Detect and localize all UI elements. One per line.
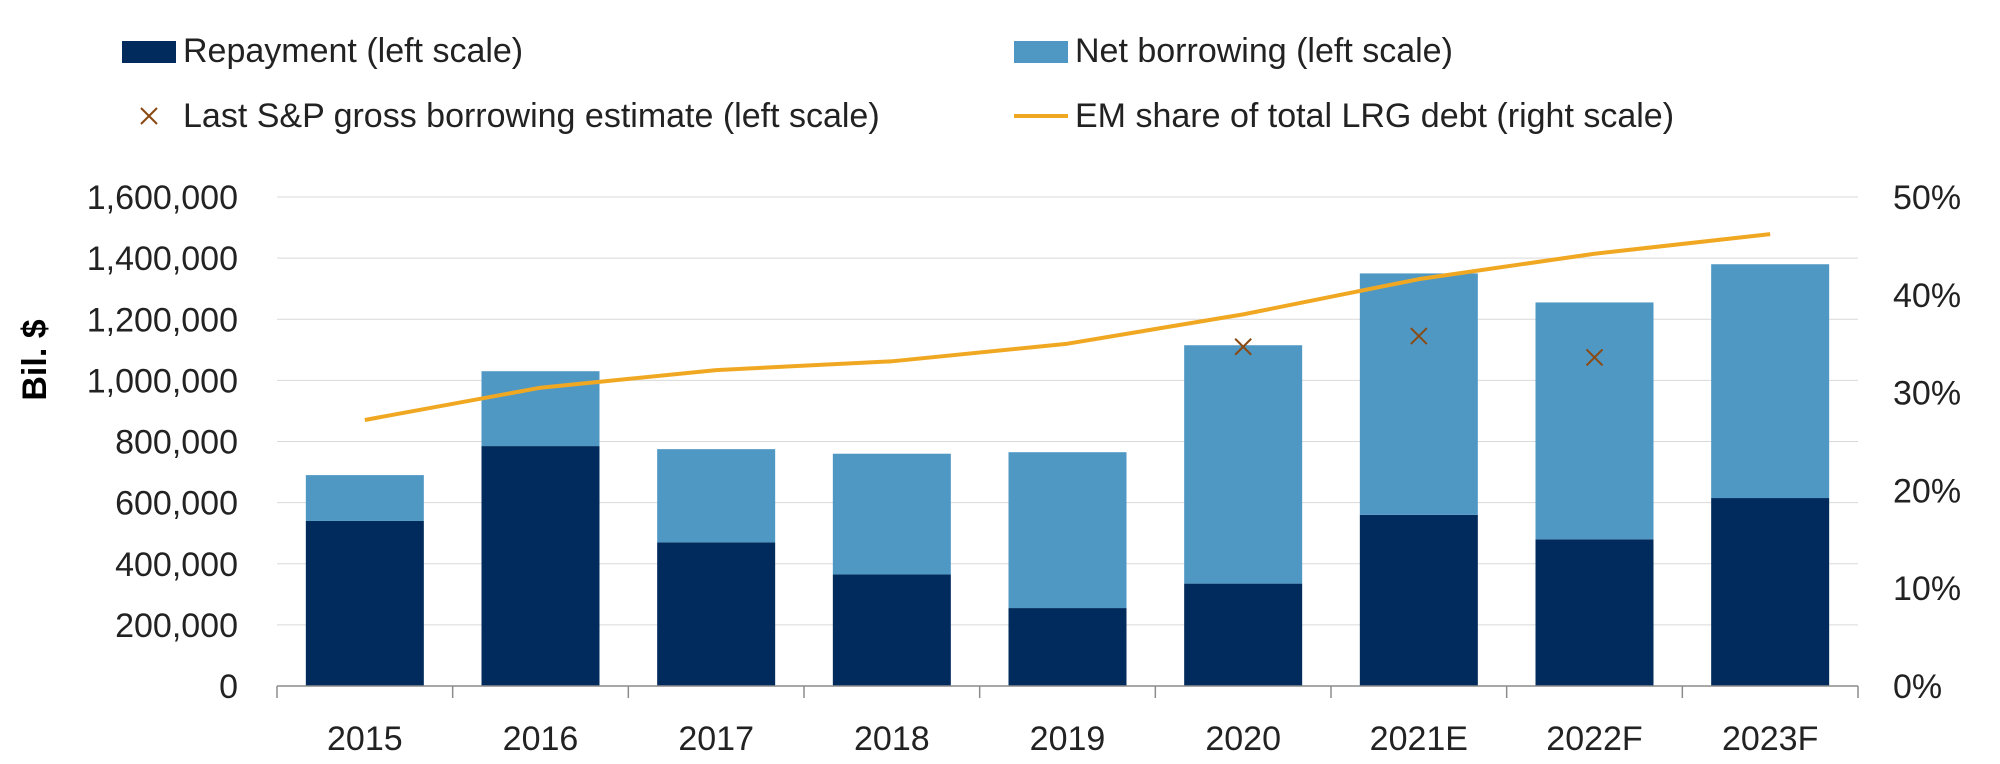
legend-label-repayment: Repayment (left scale) [183,32,523,70]
left-tick-label: 400,000 [115,546,238,584]
bar-repayment [1711,498,1830,686]
bar-net-borrowing [832,453,951,575]
bar-net-borrowing [1535,302,1654,540]
em-share-line-series [364,232,1771,422]
estimate-marker [1410,327,1428,345]
bar-net-borrowing [1359,273,1478,515]
right-tick-label: 50% [1893,179,1961,217]
estimate-marker [1234,338,1252,356]
x-tick-label: 2016 [503,720,579,758]
left-axis-ticks: 0 200,000 400,000 600,000 800,000 1,000,000 1,… [87,179,238,706]
bar-net-borrowing [1184,345,1303,584]
bar-net-borrowing [1711,264,1830,499]
bar-repayment [1535,539,1654,686]
x-tick-label: 2023F [1722,720,1818,758]
legend-label-estimate: Last S&P gross borrowing estimate (left … [183,97,880,135]
estimate-marker [1585,348,1604,367]
legend-swatch-net-borrowing [1014,41,1068,63]
left-tick-label: 800,000 [115,424,238,462]
bar-repayment [1008,608,1127,686]
x-tick-label: 2018 [854,720,930,758]
bars [305,264,1830,686]
x-tick-label: 2015 [327,720,403,758]
estimate-marker-stroke [1410,327,1428,345]
legend-marker-estimate [140,107,158,125]
bar-repayment [1359,514,1478,686]
bar-repayment [832,574,951,686]
right-tick-label: 0% [1893,668,1942,706]
right-tick-label: 10% [1893,570,1961,608]
left-tick-label: 200,000 [115,607,238,645]
legend: Repayment (left scale) Net borrowing (le… [122,32,1674,135]
x-axis: 2015 2016 2017 2018 2019 2020 2021E 2022F 2023F [276,685,1859,758]
estimate-marker-stroke [1585,348,1604,367]
bar-repayment [305,520,424,686]
bar-net-borrowing [657,449,776,543]
bar-repayment [657,542,776,686]
legend-swatch-repayment [122,41,176,63]
estimate-marker-stroke [1234,338,1252,356]
x-tick-label: 2021E [1370,720,1468,758]
left-tick-label: 1,600,000 [87,179,238,217]
x-tick-label: 2019 [1030,720,1106,758]
y-axis-title: Bil. $ [16,319,54,400]
left-tick-label: 1,000,000 [87,362,238,400]
bar-repayment [481,446,600,686]
legend-label-em-share: EM share of total LRG debt (right scale) [1075,97,1674,135]
x-tick-label: 2017 [678,720,754,758]
estimate-markers [1234,327,1604,367]
right-tick-label: 20% [1893,472,1961,510]
em-share-line [364,232,1771,422]
left-tick-label: 0 [219,668,238,706]
bar-net-borrowing [305,475,424,521]
x-tick-label: 2020 [1205,720,1281,758]
legend-label-net-borrowing: Net borrowing (left scale) [1075,32,1453,70]
left-tick-label: 1,200,000 [87,301,238,339]
left-tick-label: 600,000 [115,485,238,523]
bar-net-borrowing [1008,452,1127,609]
bar-repayment [1184,583,1303,686]
left-tick-label: 1,400,000 [87,240,238,278]
right-axis-ticks: 0% 10% 20% 30% 40% 50% [1893,179,1961,706]
right-tick-label: 40% [1893,277,1961,315]
x-tick-label: 2022F [1546,720,1642,758]
right-tick-label: 30% [1893,375,1961,413]
